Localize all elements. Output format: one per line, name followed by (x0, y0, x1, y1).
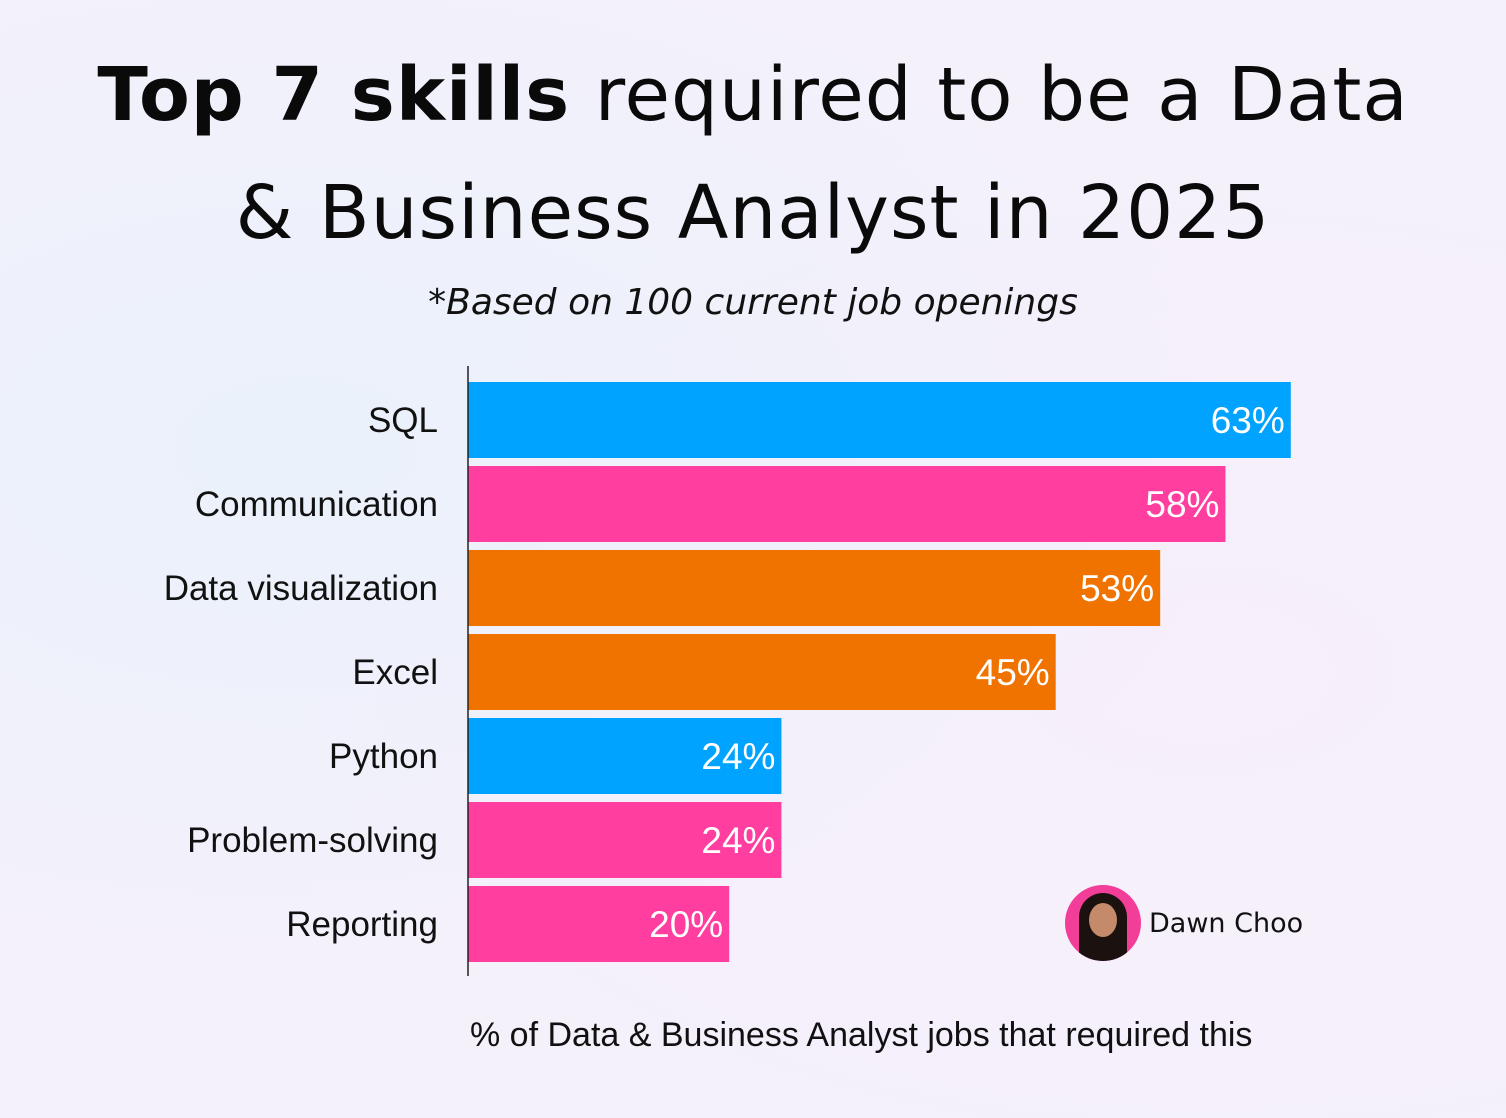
category-label: Communication (195, 485, 438, 524)
title-bold: Top 7 skills (97, 52, 571, 138)
category-label: Data visualization (164, 569, 438, 608)
author-avatar (1065, 885, 1141, 961)
chart-title-line1: Top 7 skills required to be a Data (0, 58, 1506, 132)
bar-problem-solving (468, 802, 782, 878)
bar-excel (468, 634, 1056, 710)
author-name: Dawn Choo (1149, 907, 1304, 939)
x-axis-label: % of Data & Business Analyst jobs that r… (470, 1016, 1253, 1054)
category-label: SQL (368, 401, 438, 440)
bar-python (468, 718, 782, 794)
data-label: 53% (1080, 568, 1154, 609)
chart-subtitle: *Based on 100 current job openings (428, 282, 1078, 323)
chart-title-line2: & Business Analyst in 2025 (235, 170, 1271, 256)
category-label: Reporting (286, 905, 438, 944)
data-label: 24% (701, 736, 775, 777)
category-label: Python (329, 737, 438, 776)
bar-data-visualization (468, 550, 1161, 626)
data-label: 20% (649, 904, 723, 945)
title-rest: required to be a Data (570, 52, 1409, 138)
author-badge: Dawn Choo (1065, 885, 1303, 961)
data-label: 63% (1211, 400, 1285, 441)
data-label: 45% (976, 652, 1050, 693)
category-label: Problem-solving (187, 821, 438, 860)
bar-communication (468, 466, 1226, 542)
bar-reporting (468, 886, 730, 962)
data-label: 24% (701, 820, 775, 861)
data-label: 58% (1145, 484, 1219, 525)
bar-sql (468, 382, 1291, 458)
category-label: Excel (352, 653, 438, 692)
